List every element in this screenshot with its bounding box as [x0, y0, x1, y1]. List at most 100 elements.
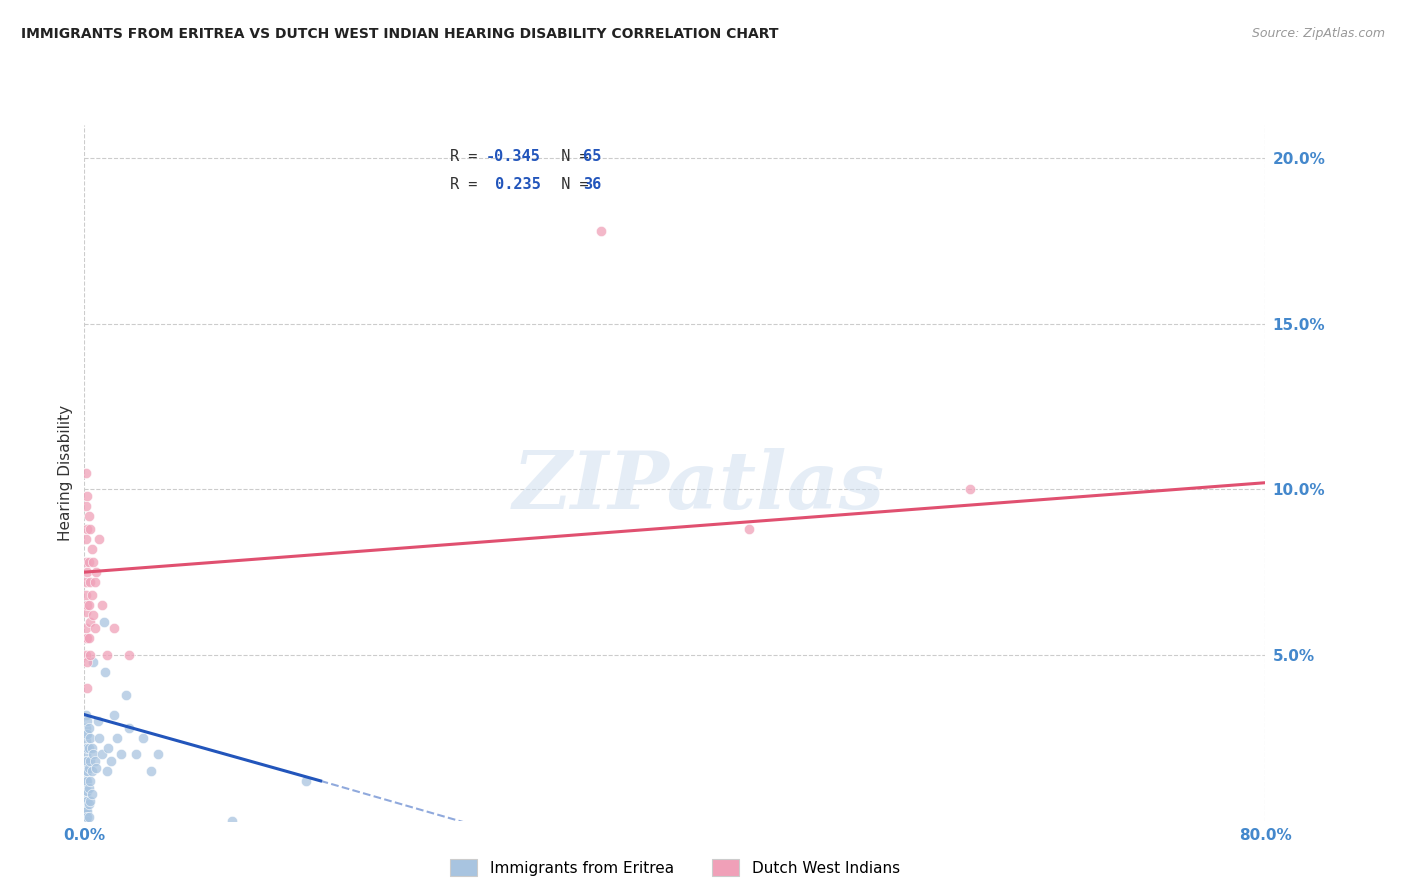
Point	[76, 754, 98, 768]
Text: 0.235: 0.235	[486, 177, 541, 192]
Point	[75, 780, 97, 795]
Point	[91, 747, 114, 762]
Point	[105, 731, 128, 745]
Text: N =: N =	[543, 149, 598, 164]
Point	[79, 575, 101, 590]
Point	[76, 565, 98, 579]
Point	[79, 615, 101, 629]
Point	[75, 727, 97, 741]
Point	[79, 731, 101, 745]
Point	[77, 797, 100, 811]
Point	[75, 575, 97, 590]
Y-axis label: Hearing Disability: Hearing Disability	[58, 405, 73, 541]
Text: N =: N =	[543, 177, 598, 192]
Point	[77, 599, 100, 613]
Point	[96, 764, 118, 778]
Point	[75, 797, 97, 811]
Point	[75, 804, 97, 818]
Point	[82, 555, 104, 569]
Point	[75, 754, 97, 768]
Point	[76, 740, 98, 755]
Point	[82, 747, 104, 762]
Point	[84, 761, 107, 775]
Point	[87, 532, 111, 546]
Point	[75, 707, 97, 722]
Point	[77, 780, 100, 795]
Point	[75, 605, 97, 619]
Point	[75, 787, 97, 801]
Point	[295, 773, 318, 788]
Point	[83, 575, 105, 590]
Text: ZIPatlas: ZIPatlas	[512, 448, 884, 525]
Point	[75, 499, 97, 513]
Point	[77, 810, 100, 824]
Point	[76, 804, 98, 818]
Point	[82, 608, 104, 623]
Point	[148, 747, 170, 762]
Point	[79, 522, 101, 536]
Point	[76, 764, 98, 778]
Point	[77, 508, 100, 523]
Point	[76, 794, 98, 808]
Point	[76, 784, 98, 798]
Point	[79, 773, 101, 788]
Point	[76, 681, 98, 695]
Text: R =: R =	[450, 177, 486, 192]
Point	[75, 740, 97, 755]
Text: 36: 36	[582, 177, 600, 192]
Text: 65: 65	[582, 149, 600, 164]
Point	[75, 588, 97, 602]
Point	[118, 648, 141, 662]
Point	[76, 714, 98, 729]
Point	[103, 707, 125, 722]
Point	[76, 655, 98, 669]
Point	[125, 747, 148, 762]
Point	[118, 721, 141, 735]
Point	[79, 754, 101, 768]
Point	[110, 747, 132, 762]
Point	[80, 740, 103, 755]
Point	[75, 555, 97, 569]
Point	[77, 740, 100, 755]
Point	[75, 721, 97, 735]
Point	[86, 714, 108, 729]
Point	[80, 588, 103, 602]
Point	[75, 800, 97, 814]
Point	[77, 721, 100, 735]
Point	[75, 747, 97, 762]
Point	[82, 655, 104, 669]
Point	[75, 532, 97, 546]
Point	[591, 224, 613, 238]
Text: -0.345: -0.345	[486, 149, 541, 164]
Point	[75, 466, 97, 480]
Point	[77, 632, 100, 646]
Point	[97, 740, 120, 755]
Point	[77, 555, 100, 569]
Point	[75, 761, 97, 775]
Point	[959, 483, 981, 497]
Point	[76, 727, 98, 741]
Point	[75, 734, 97, 748]
Point	[75, 810, 97, 824]
Point	[79, 794, 101, 808]
Point	[76, 632, 98, 646]
Point	[91, 599, 114, 613]
Point	[75, 807, 97, 822]
Point	[75, 814, 97, 828]
Point	[75, 632, 97, 646]
Point	[75, 648, 97, 662]
Point	[75, 773, 97, 788]
Point	[94, 665, 117, 679]
Point	[79, 648, 101, 662]
Point	[100, 754, 122, 768]
Point	[75, 767, 97, 781]
Point	[80, 764, 103, 778]
Point	[132, 731, 155, 745]
Text: IMMIGRANTS FROM ERITREA VS DUTCH WEST INDIAN HEARING DISABILITY CORRELATION CHAR: IMMIGRANTS FROM ERITREA VS DUTCH WEST IN…	[21, 27, 779, 41]
Point	[75, 622, 97, 636]
Point	[76, 489, 98, 503]
Point	[76, 522, 98, 536]
Point	[77, 761, 100, 775]
Text: Source: ZipAtlas.com: Source: ZipAtlas.com	[1251, 27, 1385, 40]
Point	[76, 773, 98, 788]
